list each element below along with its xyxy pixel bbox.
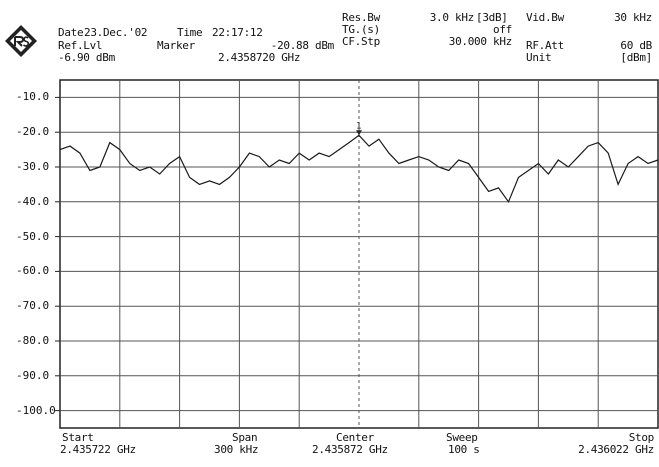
ref-level-label: Ref.Lvl [58, 39, 103, 52]
cf-step-value: 30.000 kHz [448, 35, 513, 48]
marker-frequency: 2.4358720 GHz [218, 51, 301, 64]
y-tick-label: -60.0 [16, 264, 50, 278]
spectrum-trace [59, 134, 659, 204]
y-tick-label: -80.0 [16, 334, 50, 347]
span-value: 300 kHz [214, 443, 259, 456]
marker-label: Marker [157, 39, 195, 52]
center-value: 2.435872 GHz [312, 443, 388, 456]
marker-point [356, 130, 362, 136]
y-tick-label: -20.0 [16, 125, 50, 139]
rf-att-value: 60 dB [620, 39, 652, 52]
time-label: Time [177, 26, 203, 39]
sweep-value: 100 s [448, 443, 480, 456]
start-label: Start [62, 431, 94, 444]
y-tick-label: -100.0 [16, 403, 56, 417]
stop-value: 2.436022 GHz [578, 443, 654, 456]
rf-att-label: RF.Att [526, 39, 564, 52]
y-tick-label: -30.0 [16, 160, 50, 173]
res-bw-label: Res.Bw [342, 11, 380, 24]
tg-value: off [493, 23, 512, 36]
manufacturer-logo-icon [5, 25, 37, 57]
center-label: Center [336, 431, 374, 444]
y-tick-label: -10.0 [16, 90, 50, 104]
marker-label: 1 [356, 121, 361, 131]
res-bw-value: 3.0 kHz [429, 11, 475, 24]
stop-label: Stop [628, 431, 655, 444]
cf-step-label: CF.Stp [342, 35, 380, 48]
span-label: Span [232, 431, 258, 444]
y-tick-label: -70.0 [16, 299, 50, 313]
vid-bw-label: Vid.Bw [526, 11, 564, 24]
unit-label: Unit [526, 51, 552, 64]
tg-label: TG.(s) [342, 23, 380, 36]
y-tick-label: -50.0 [16, 229, 50, 243]
y-tick-label: -90.0 [16, 368, 50, 382]
time-value: 22:17:12 [212, 26, 263, 39]
date-value: 23.Dec.'02 [84, 26, 148, 39]
vid-bw-value: 30 kHz [614, 11, 652, 24]
res-bw-mode: [3dB] [476, 11, 508, 24]
date-label: Date [58, 26, 84, 39]
sweep-label: Sweep [446, 431, 478, 444]
y-tick-label: -40.0 [16, 194, 50, 208]
ref-level-value: -6.90 dBm [58, 51, 115, 64]
start-value: 2.435722 GHz [60, 443, 136, 456]
marker-level: -20.88 dBm [270, 39, 335, 52]
unit-value: [dBm] [620, 51, 652, 64]
